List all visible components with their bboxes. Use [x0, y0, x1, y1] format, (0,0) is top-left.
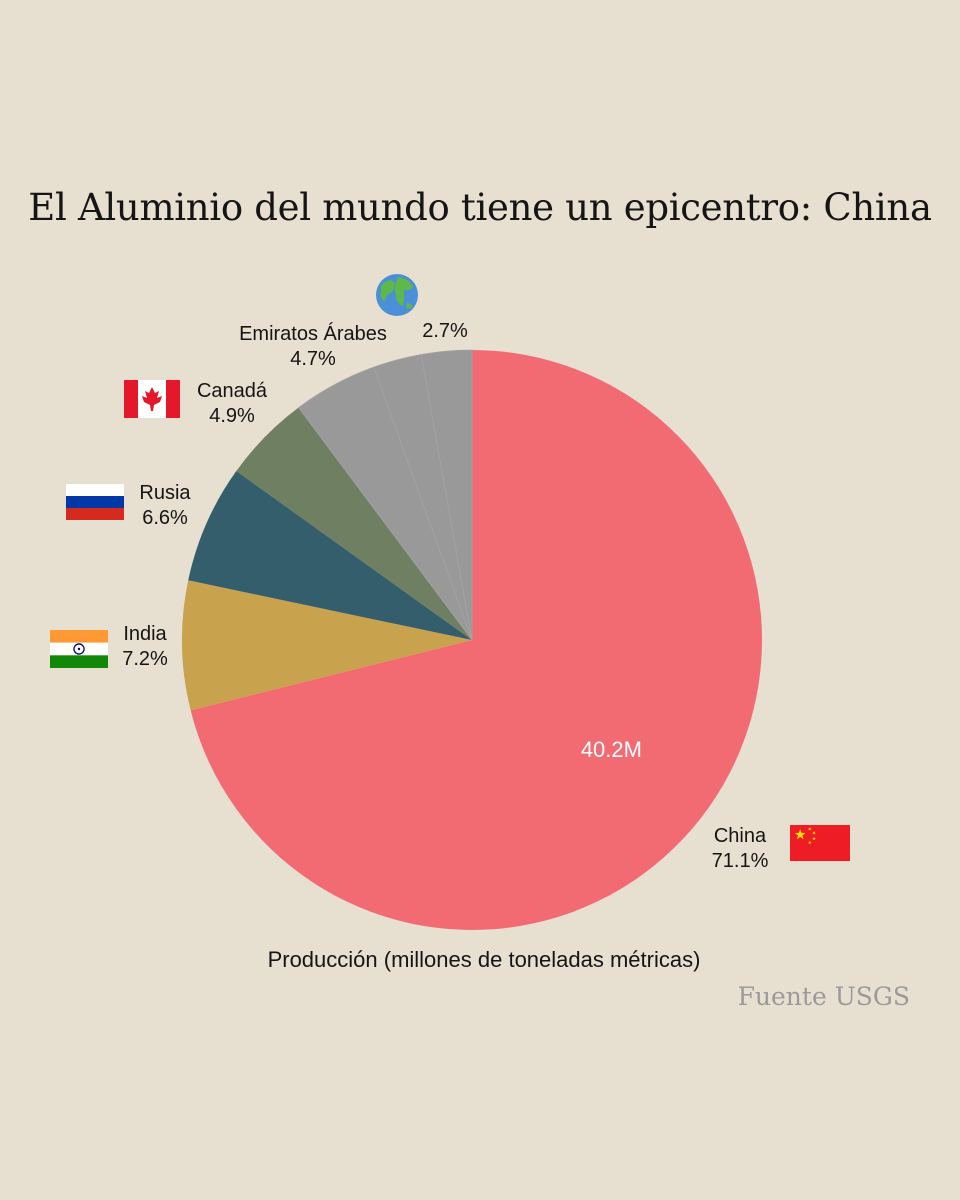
china-flag: [790, 825, 850, 861]
slice-name-label-india: India: [123, 623, 167, 645]
pie-slice-slice-6: [420, 349, 473, 641]
pie-slice-china: [190, 350, 762, 930]
pie-flags: [50, 274, 850, 861]
slice-name-label-china: China: [714, 825, 767, 847]
slice-percent-label-emiratos-arabes: 4.7%: [290, 348, 336, 370]
chart-title: El Aluminio del mundo tiene un epicentro…: [28, 186, 932, 229]
pie-slice-canada: [236, 407, 472, 640]
pie-slice-rusia: [188, 471, 472, 640]
slice-percent-label-india: 7.2%: [122, 648, 168, 670]
slice-percent-label-canada: 4.9%: [209, 405, 255, 427]
slice-name-label-rusia: Rusia: [139, 482, 191, 504]
canada-flag: [124, 380, 180, 418]
russia-flag: [66, 484, 124, 520]
slice-name-label-emiratos-arabes: Emiratos Árabes: [239, 322, 387, 345]
source-note: Fuente USGS: [737, 982, 910, 1011]
slice-percent-label-rusia: 6.6%: [142, 507, 188, 529]
slice-name-label-canada: Canadá: [197, 380, 268, 402]
slice-percent-label-china: 71.1%: [712, 850, 769, 872]
pie-slices: [181, 349, 762, 930]
globe-icon: [376, 274, 418, 316]
slice-percent-label-slice-5: 2.7%: [422, 320, 468, 342]
pie-labels: 40.2M China 71.1% India 7.2% Rusia 6.6% Canadá 4…: [122, 320, 768, 872]
pie-slice-india: [181, 580, 472, 711]
slice-value-label-china: 40.2M: [581, 737, 642, 762]
india-flag: [50, 630, 108, 668]
x-axis-label: Producción (millones de toneladas métric…: [267, 947, 701, 972]
